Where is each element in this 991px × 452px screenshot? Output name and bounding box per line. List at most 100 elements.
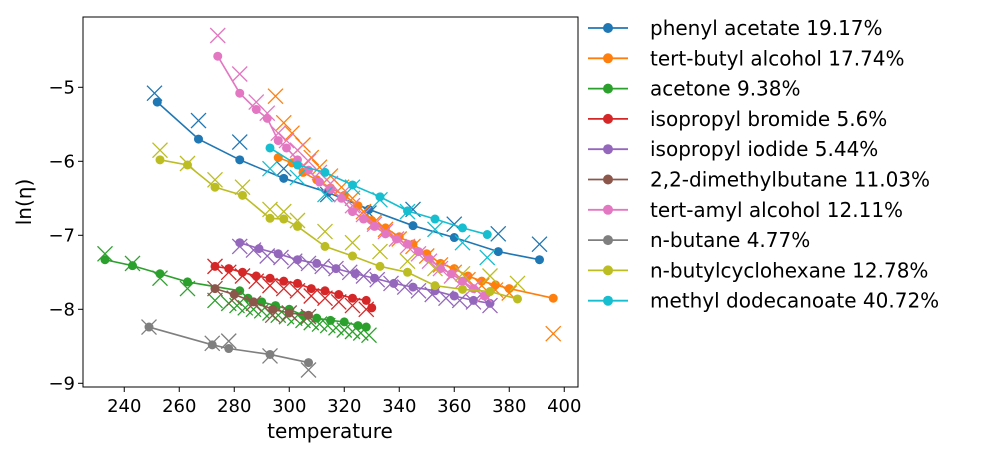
observed-point — [303, 149, 320, 166]
observed-point — [207, 171, 223, 188]
fitted-point — [339, 317, 349, 327]
fitted-point — [425, 254, 434, 264]
legend-label: acetone 9.38% — [650, 77, 801, 101]
legend-item: isopropyl iodide 5.44% — [588, 137, 878, 161]
fitted-point — [306, 284, 316, 294]
observed-point — [372, 191, 388, 208]
observed-point — [314, 258, 331, 275]
fitted-point — [381, 229, 390, 239]
observed-point — [245, 295, 262, 312]
fitted-point — [265, 143, 275, 153]
fitted-point — [238, 190, 247, 200]
observed-point — [344, 190, 361, 207]
legend-item: n-butane 4.77% — [588, 228, 810, 252]
fitted-point — [293, 221, 302, 231]
fitted-point — [430, 281, 440, 291]
observed-point — [124, 255, 141, 272]
fitted-point — [293, 160, 302, 170]
observed-point — [204, 335, 221, 352]
y-tick-label: −8 — [48, 299, 75, 320]
fitted-point — [535, 255, 544, 265]
fitted-point — [458, 223, 467, 233]
legend-label: phenyl acetate 19.17% — [650, 16, 883, 40]
observed-point — [300, 362, 317, 378]
plot-frame — [82, 16, 579, 388]
fitted-point — [320, 241, 330, 251]
fitted-point — [403, 267, 412, 277]
observed-point — [97, 245, 113, 262]
series-5 — [207, 280, 317, 325]
observed-point — [410, 245, 427, 262]
observed-point — [231, 134, 248, 151]
legend-label: n-butane 4.77% — [650, 228, 810, 252]
x-tick-label: 360 — [437, 396, 471, 417]
observed-point — [303, 288, 320, 304]
fitted-point — [262, 113, 272, 123]
fitted-point — [513, 294, 522, 304]
legend-item: tert-amyl alcohol 12.11% — [588, 198, 903, 222]
fitted-point — [251, 271, 261, 281]
legend-item: methyl dodecanoate 40.72% — [588, 289, 939, 313]
fitted-point — [279, 214, 289, 224]
observed-point — [355, 268, 372, 284]
observed-point — [262, 160, 278, 177]
fitted-point — [447, 269, 456, 279]
y-tick-label: −5 — [48, 77, 75, 98]
fitted-point — [183, 277, 192, 287]
observed-point — [482, 268, 498, 284]
observed-point — [396, 279, 413, 296]
fitted-point — [430, 214, 440, 224]
observed-point — [451, 292, 468, 309]
observed-point — [344, 234, 361, 251]
x-tick-label: 280 — [217, 396, 251, 417]
observed-point — [259, 248, 276, 264]
fitted-point — [224, 344, 234, 354]
fitted-point — [449, 291, 459, 301]
observed-point — [278, 132, 295, 149]
fitted-point — [312, 313, 322, 323]
observed-point — [372, 243, 388, 260]
legend-label: 2,2-dimethylbutane 11.03% — [650, 168, 930, 192]
fitted-point — [414, 247, 423, 257]
y-tick-label: −7 — [48, 225, 75, 246]
fitted-point — [282, 143, 291, 153]
legend-marker — [603, 23, 613, 33]
fitted-point — [469, 295, 478, 305]
observed-point — [281, 305, 298, 321]
fitted-point — [315, 177, 324, 187]
observed-point — [432, 260, 449, 277]
observed-point — [141, 319, 157, 336]
observed-point — [275, 280, 292, 297]
x-tick-label: 320 — [327, 396, 361, 417]
fitted-point — [155, 155, 165, 165]
observed-point — [264, 307, 281, 324]
fitted-point — [183, 160, 192, 170]
observed-point — [245, 242, 262, 259]
fitted-point — [449, 233, 459, 243]
series-line — [269, 147, 488, 236]
observed-point — [317, 290, 333, 307]
fitted-point — [348, 293, 357, 303]
legend-marker — [603, 174, 613, 185]
fitted-point — [482, 230, 492, 240]
observed-point — [344, 297, 361, 314]
observed-point — [273, 249, 289, 266]
fitted-point — [268, 304, 278, 314]
fitted-point — [348, 207, 357, 217]
observed-point — [226, 290, 243, 307]
y-axis-title: ln(η) — [12, 179, 36, 226]
fitted-point — [213, 51, 223, 61]
legend-label: isopropyl bromide 5.6% — [650, 107, 887, 131]
observed-point — [289, 212, 306, 229]
observed-point — [207, 258, 223, 275]
observed-point — [545, 325, 562, 342]
fitted-point — [326, 315, 335, 325]
observed-point — [377, 223, 394, 240]
legend-item: acetone 9.38% — [588, 77, 801, 101]
observed-point — [454, 265, 471, 282]
observed-point — [179, 280, 196, 297]
observed-point — [490, 225, 507, 242]
x-axis-title: temperature — [267, 419, 393, 443]
x-tick-label: 340 — [382, 396, 416, 417]
